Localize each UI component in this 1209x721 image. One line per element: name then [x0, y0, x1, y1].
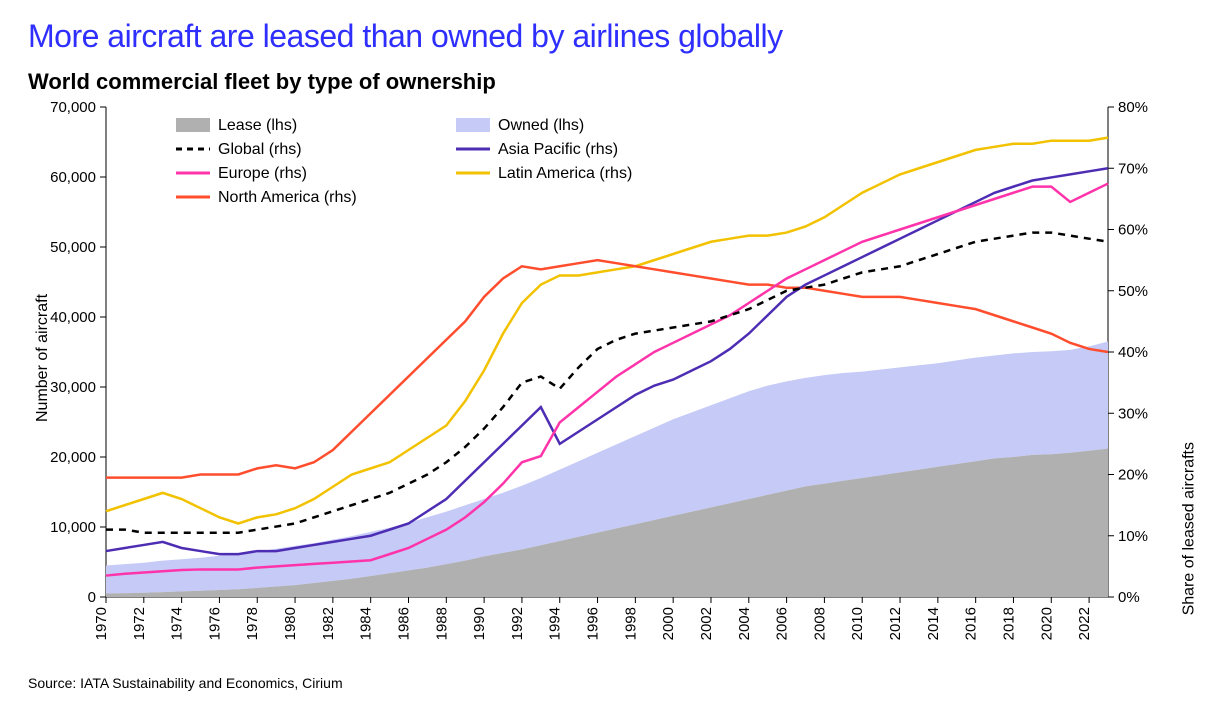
- legend-item-latam: Latin America (rhs): [456, 165, 632, 182]
- xtick-label: 2022: [1076, 607, 1093, 640]
- legend-item-europe: Europe (rhs): [176, 165, 307, 182]
- xtick-label: 2018: [1000, 607, 1017, 640]
- ytick-right-label: 0%: [1118, 589, 1140, 606]
- xtick-label: 2014: [925, 607, 942, 640]
- xtick-label: 2010: [849, 607, 866, 640]
- legend-label: North America (rhs): [218, 189, 357, 206]
- legend-label: Europe (rhs): [218, 165, 307, 182]
- ytick-right-label: 20%: [1118, 467, 1148, 484]
- legend-item-namerica: North America (rhs): [176, 189, 357, 206]
- ytick-right-label: 30%: [1118, 405, 1148, 422]
- legend-item-asiapacific: Asia Pacific (rhs): [456, 141, 618, 158]
- xtick-label: 1972: [131, 607, 148, 640]
- legend-label: Lease (lhs): [218, 117, 297, 134]
- xtick-label: 1990: [471, 607, 488, 640]
- y-axis-left-label: Number of aircraft: [34, 294, 52, 422]
- xtick-label: 1996: [585, 607, 602, 640]
- xtick-label: 1980: [282, 607, 299, 640]
- xtick-label: 2004: [736, 607, 753, 640]
- chart-svg: 0 10,000 20,000 30,000 40,000 50,000 60,000 70,…: [28, 99, 1178, 669]
- chart-container: More aircraft are leased than owned by a…: [0, 0, 1209, 721]
- ytick-left-label: 50,000: [50, 239, 96, 256]
- xtick-label: 1976: [206, 607, 223, 640]
- xtick-label: 1974: [169, 607, 186, 640]
- ytick-right-label: 40%: [1118, 344, 1148, 361]
- ytick-left-label: 20,000: [50, 449, 96, 466]
- ytick-left-label: 30,000: [50, 379, 96, 396]
- xtick-label: 2012: [887, 607, 904, 640]
- xtick-label: 1986: [395, 607, 412, 640]
- xtick-label: 1982: [320, 607, 337, 640]
- y-axis-right-label: Share of leased aircrafts: [1180, 442, 1198, 615]
- legend-item-lease: Lease (lhs): [176, 117, 297, 134]
- ytick-right-label: 60%: [1118, 222, 1148, 239]
- source-text: Source: IATA Sustainability and Economic…: [28, 675, 1181, 691]
- ytick-left-label: 40,000: [50, 309, 96, 326]
- ytick-left-label: 70,000: [50, 99, 96, 116]
- ytick-left-label: 0: [88, 589, 96, 606]
- legend-label: Global (rhs): [218, 141, 302, 158]
- xtick-label: 1998: [622, 607, 639, 640]
- xtick-label: 1992: [509, 607, 526, 640]
- xtick-label: 2016: [963, 607, 980, 640]
- xtick-label: 2020: [1038, 607, 1055, 640]
- ytick-left-label: 10,000: [50, 519, 96, 536]
- ytick-right-label: 70%: [1118, 160, 1148, 177]
- xtick-label: 2006: [774, 607, 791, 640]
- legend-label: Latin America (rhs): [498, 165, 632, 182]
- xtick-label: 2000: [660, 607, 677, 640]
- xtick-label: 1994: [547, 607, 564, 640]
- ytick-left-label: 60,000: [50, 169, 96, 186]
- chart-area: Number of aircraft Share of leased aircr…: [28, 99, 1178, 669]
- ytick-right-label: 50%: [1118, 283, 1148, 300]
- xtick-label: 1978: [244, 607, 261, 640]
- xtick-label: 1970: [93, 607, 110, 640]
- legend-label: Asia Pacific (rhs): [498, 141, 618, 158]
- chart-subtitle: World commercial fleet by type of owners…: [28, 69, 1181, 95]
- page-title: More aircraft are leased than owned by a…: [28, 18, 1181, 55]
- xtick-label: 2008: [811, 607, 828, 640]
- legend-label: Owned (lhs): [498, 117, 584, 134]
- xtick-label: 2002: [698, 607, 715, 640]
- xtick-label: 1988: [433, 607, 450, 640]
- legend-item-owned: Owned (lhs): [456, 117, 584, 134]
- ytick-right-label: 80%: [1118, 99, 1148, 116]
- ytick-right-label: 10%: [1118, 528, 1148, 545]
- xtick-label: 1984: [358, 607, 375, 640]
- legend-item-global: Global (rhs): [176, 141, 302, 158]
